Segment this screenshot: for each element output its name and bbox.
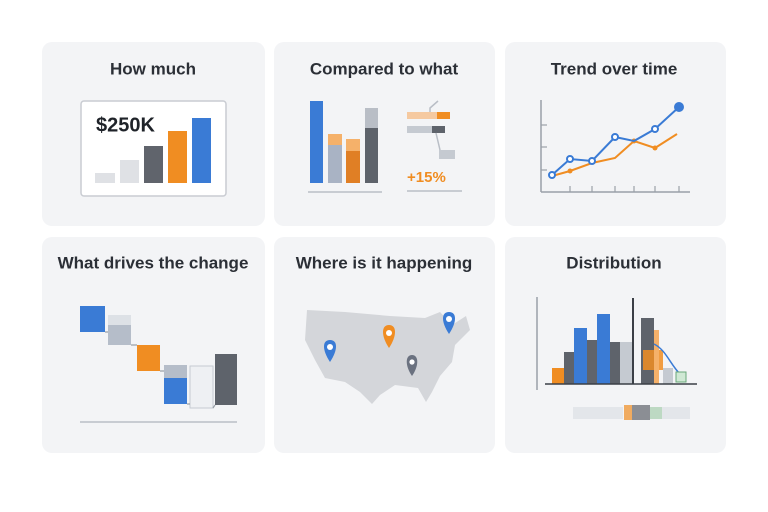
kpi-value: $250K	[96, 114, 155, 136]
change-label: +15%	[407, 169, 446, 186]
pin	[443, 312, 455, 334]
card-title: Trend over time	[551, 59, 678, 78]
pin	[324, 340, 336, 362]
pin	[383, 325, 395, 348]
trend-icon	[540, 100, 690, 193]
distribution-icon	[536, 297, 697, 420]
card-title: How much	[110, 59, 196, 78]
comparison-icon: +15%	[308, 100, 462, 193]
card-title: Where is it happening	[296, 253, 473, 272]
pin	[406, 355, 418, 376]
waterfall-icon	[80, 306, 237, 423]
card-title: Distribution	[566, 253, 661, 272]
card-title: What drives the change	[58, 253, 249, 272]
card-title: Compared to what	[310, 59, 459, 78]
map-icon	[305, 310, 470, 404]
kpi-icon: $250K	[80, 100, 227, 197]
